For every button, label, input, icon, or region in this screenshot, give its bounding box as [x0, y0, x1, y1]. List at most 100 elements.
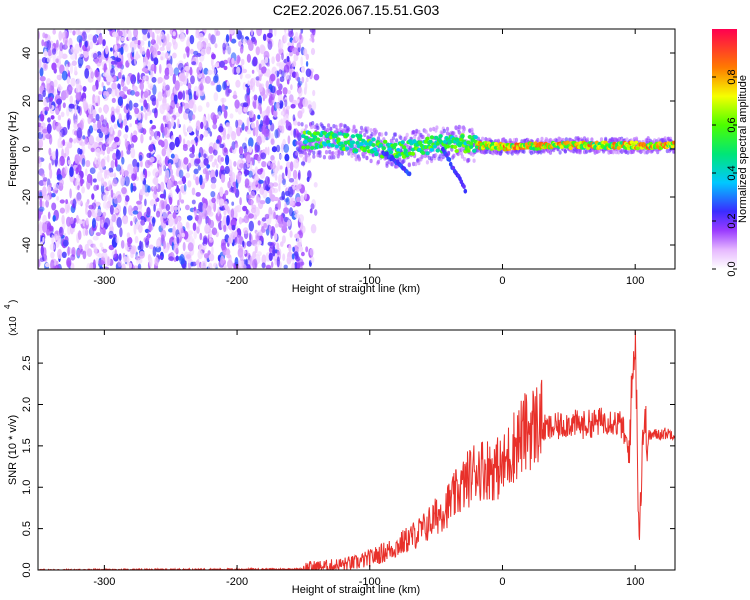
noise-cell: [254, 245, 258, 254]
noise-cell: [278, 183, 281, 192]
noise-cell: [73, 124, 78, 130]
noise-cell: [150, 63, 157, 72]
noise-cell: [255, 126, 259, 137]
noise-cell: [118, 253, 122, 262]
noise-cell: [139, 40, 145, 46]
noise-cell: [39, 199, 43, 209]
noise-cell: [65, 31, 69, 39]
noise-cell: [231, 64, 235, 75]
noise-cell: [163, 240, 166, 250]
signal-halo-cell: [318, 150, 322, 155]
signal-halo-cell: [384, 131, 388, 136]
noise-cell: [94, 69, 99, 78]
noise-cell: [249, 160, 253, 172]
noise-cell: [187, 242, 194, 252]
noise-cell: [85, 160, 91, 168]
noise-cell: [51, 62, 57, 71]
noise-cell: [259, 106, 262, 115]
noise-cell: [131, 173, 137, 182]
noise-cell: [242, 82, 247, 91]
noise-cell: [121, 187, 127, 195]
signal-halo-cell: [380, 132, 384, 137]
noise-cell: [51, 154, 56, 161]
signal-cell: [438, 134, 443, 139]
noise-cell: [91, 193, 95, 200]
noise-cell: [178, 191, 181, 199]
noise-cell: [288, 244, 292, 252]
noise-cell: [265, 264, 272, 269]
noise-cell: [210, 34, 216, 45]
noise-cell: [175, 112, 181, 118]
noise-cell: [84, 40, 88, 48]
noise-cell: [56, 196, 60, 201]
noise-cell: [242, 142, 247, 150]
noise-cell: [56, 75, 60, 80]
noise-cell: [127, 240, 131, 248]
noise-cell: [185, 254, 191, 259]
signal-halo-cell: [366, 126, 370, 131]
noise-cell: [208, 253, 215, 262]
noise-cell: [38, 206, 45, 212]
noise-cell: [231, 141, 236, 150]
noise-cell: [259, 200, 266, 205]
noise-cell: [153, 203, 156, 212]
noise-cell: [294, 31, 299, 42]
noise-cell: [191, 187, 196, 196]
noise-cell: [116, 61, 123, 69]
noise-cell: [229, 33, 232, 42]
noise-cell: [111, 213, 116, 223]
noise-cell: [262, 33, 267, 42]
noise-cell: [147, 224, 154, 231]
noise-cell: [287, 135, 291, 145]
signal-halo-cell: [405, 132, 409, 138]
noise-cell: [69, 166, 74, 178]
noise-cell: [90, 147, 95, 153]
noise-cell: [276, 144, 281, 153]
noise-cell: [273, 211, 276, 219]
noise-cell: [48, 225, 54, 232]
noise-cell: [170, 100, 176, 110]
noise-cell: [160, 140, 165, 148]
noise-cell: [266, 62, 270, 67]
noise-cell: [137, 263, 142, 269]
noise-cell: [152, 216, 156, 227]
noise-cell: [158, 166, 162, 174]
noise-cell: [198, 32, 204, 42]
noise-cell: [92, 212, 98, 219]
noise-cell: [117, 72, 122, 80]
noise-cell: [103, 169, 108, 180]
noise-cell: [284, 72, 289, 81]
noise-cell: [180, 199, 185, 204]
noise-cell: [122, 216, 129, 225]
noise-cell: [81, 157, 86, 167]
noise-cell: [155, 246, 162, 253]
signal-cell: [371, 143, 376, 147]
signal-halo-cell: [458, 125, 462, 130]
noise-cell: [300, 161, 306, 166]
noise-cell: [273, 232, 278, 241]
signal-halo-cell: [363, 132, 367, 138]
noise-cell: [97, 34, 103, 45]
noise-cell: [192, 222, 197, 231]
noise-cell: [281, 172, 285, 180]
signal-cell: [349, 144, 354, 148]
noise-cell: [123, 170, 129, 177]
noise-cell: [167, 213, 173, 221]
signal-cell: [315, 137, 321, 142]
signal-halo-cell: [391, 136, 395, 141]
noise-cell: [52, 119, 57, 131]
noise-cell: [265, 197, 271, 204]
noise-cell: [162, 160, 166, 170]
noise-cell: [124, 125, 129, 133]
noise-cell: [153, 186, 158, 195]
noise-cell: [103, 127, 109, 136]
noise-cell: [291, 61, 297, 68]
noise-cell: [96, 209, 102, 217]
noise-cell: [253, 174, 260, 185]
signal-halo-cell: [522, 149, 526, 154]
noise-cell: [236, 54, 241, 64]
noise-cell: [114, 158, 118, 168]
noise-cell: [92, 109, 97, 117]
noise-cell: [178, 159, 183, 169]
noise-cell: [123, 133, 129, 139]
